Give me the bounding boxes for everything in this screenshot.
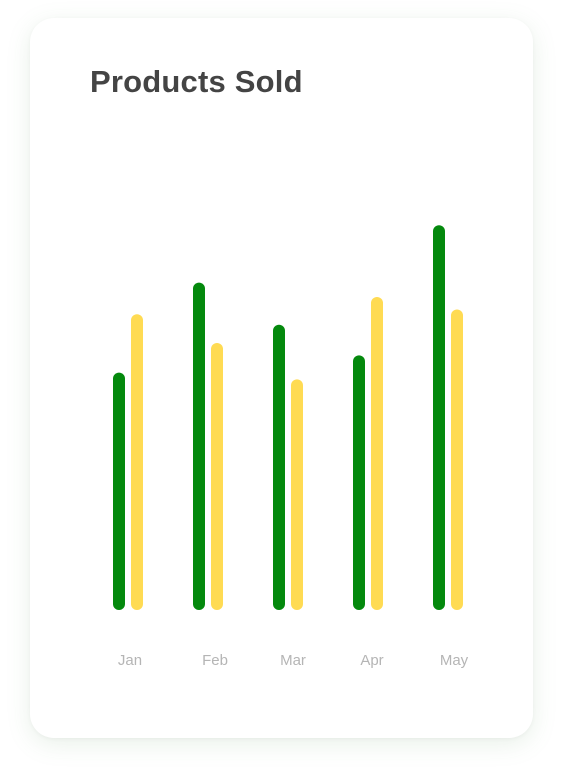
bar-apr-series-2 bbox=[371, 297, 383, 610]
x-tick-label-mar: Mar bbox=[280, 652, 306, 669]
chart-card: Products Sold Jan Feb Mar Apr May bbox=[30, 18, 533, 738]
bar-apr-series-1 bbox=[353, 355, 365, 610]
bar-mar-series-2 bbox=[291, 379, 303, 610]
bar-chart: Jan Feb Mar Apr May bbox=[30, 18, 533, 738]
x-tick-label-may: May bbox=[440, 652, 469, 669]
bar-may-series-1 bbox=[433, 225, 445, 610]
x-tick-label-feb: Feb bbox=[202, 652, 228, 669]
bar-jan-series-1 bbox=[113, 373, 125, 610]
bar-feb-series-1 bbox=[193, 283, 205, 610]
bar-feb-series-2 bbox=[211, 343, 223, 610]
x-tick-label-jan: Jan bbox=[118, 652, 142, 669]
bar-mar-series-1 bbox=[273, 325, 285, 610]
bar-may-series-2 bbox=[451, 309, 463, 610]
x-tick-label-apr: Apr bbox=[360, 652, 383, 669]
bar-jan-series-2 bbox=[131, 314, 143, 610]
